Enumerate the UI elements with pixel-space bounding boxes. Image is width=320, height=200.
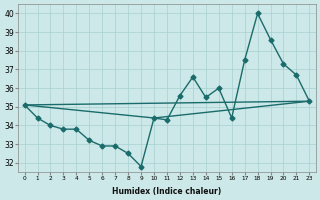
X-axis label: Humidex (Indice chaleur): Humidex (Indice chaleur) <box>112 187 221 196</box>
